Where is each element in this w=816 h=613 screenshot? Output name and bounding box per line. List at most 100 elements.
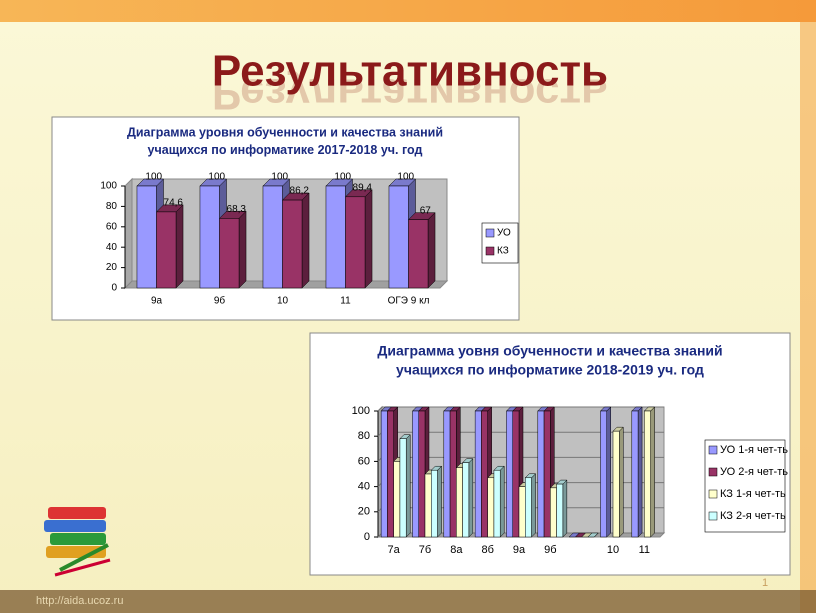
bar-side: [650, 406, 655, 538]
bar: [408, 219, 429, 289]
y-tick-label: 40: [106, 242, 118, 253]
legend-swatch: [485, 246, 495, 256]
x-tick-label: 8а: [450, 544, 463, 556]
bar: [282, 199, 303, 289]
x-tick-label: 11: [340, 296, 351, 307]
bar-side: [606, 406, 611, 538]
bar: [387, 410, 394, 538]
data-label: 68,3: [227, 204, 247, 215]
bar-side: [175, 204, 184, 289]
bar-side: [238, 210, 247, 289]
legend-label: УО: [497, 228, 511, 239]
legend-label: УО 2-я чет-ть: [720, 466, 788, 478]
bar: [493, 469, 501, 538]
data-label: 100: [208, 172, 225, 183]
bar-side: [437, 465, 442, 538]
bar: [506, 410, 513, 538]
x-tick-label: 9б: [544, 544, 556, 556]
bar-top: [587, 532, 599, 538]
bar: [474, 410, 482, 538]
bottom-band: [0, 590, 816, 613]
x-tick-label: 8б: [481, 544, 493, 556]
grid-line: [377, 406, 664, 412]
bar-side: [468, 458, 474, 538]
x-tick-label: 11: [639, 544, 650, 556]
y-tick-label: 20: [106, 262, 118, 273]
bar: [418, 410, 426, 538]
y-tick-label: 100: [352, 405, 370, 417]
data-label: 100: [397, 172, 414, 183]
y-tick-label: 20: [358, 506, 370, 518]
books-icon: [44, 507, 111, 577]
bar: [550, 487, 557, 538]
legend-label: УО 1-я чет-ть: [720, 444, 788, 456]
x-tick-label: 7а: [388, 544, 401, 556]
legend-swatch: [485, 228, 495, 238]
bar: [443, 410, 451, 538]
data-label: 89,4: [353, 182, 373, 193]
bar: [219, 218, 240, 289]
bar: [537, 410, 545, 538]
legend-label: КЗ 1-я чет-ть: [720, 488, 786, 500]
bar: [612, 430, 620, 538]
bar: [345, 196, 366, 289]
x-tick-label: 10: [607, 544, 619, 556]
y-tick-label: 60: [106, 221, 118, 232]
data-label: 67: [420, 205, 432, 216]
y-tick-label: 80: [358, 430, 370, 442]
bar: [631, 410, 639, 538]
chart-title: учащихся по информатике 2018-2019 уч. го…: [396, 362, 704, 378]
legend-swatch: [708, 511, 718, 521]
bar: [380, 410, 388, 538]
x-tick-label: 10: [277, 296, 289, 307]
bar: [556, 483, 564, 538]
y-tick-label: 0: [364, 531, 370, 543]
data-label: 100: [334, 172, 351, 183]
legend-swatch: [708, 445, 718, 455]
legend-box: [704, 439, 786, 533]
bar: [449, 410, 457, 538]
bar-side: [427, 212, 436, 289]
bar: [644, 410, 651, 538]
bar: [136, 185, 157, 289]
data-label: 86,2: [290, 186, 310, 197]
bar: [600, 410, 607, 538]
bar-side: [364, 189, 373, 289]
bar: [487, 477, 495, 538]
bar: [388, 185, 409, 289]
bar: [525, 477, 532, 538]
x-tick-label: 9а: [151, 296, 163, 307]
top-band: [0, 0, 816, 22]
bar-side: [619, 426, 624, 538]
data-label: 100: [271, 172, 288, 183]
bar: [543, 410, 551, 538]
legend-swatch: [708, 467, 718, 477]
chart-title: Диаграмма уровня обученности и качества …: [127, 125, 443, 139]
x-tick-label: ОГЭ 9 кл: [388, 296, 430, 307]
legend-swatch: [708, 489, 718, 499]
bar: [156, 211, 177, 289]
bar: [399, 438, 407, 538]
title-reflection: Результативность: [212, 69, 608, 118]
legend-label: КЗ 2-я чет-ть: [720, 510, 786, 522]
bar: [393, 461, 401, 538]
bar-side: [405, 434, 411, 538]
x-tick-label: 9б: [214, 295, 226, 307]
y-tick-label: 100: [100, 181, 117, 192]
bar: [431, 469, 438, 538]
bar-side: [562, 479, 568, 538]
bar-side: [301, 192, 310, 289]
bar-side: [531, 473, 536, 538]
bar: [462, 462, 470, 538]
data-label: 100: [145, 172, 162, 183]
bar: [518, 486, 526, 538]
side-band: [800, 22, 816, 613]
bar: [325, 185, 346, 289]
chart-title: учащихся по информатике 2017-2018 уч. го…: [148, 143, 423, 157]
bar: [412, 410, 419, 538]
bar: [424, 473, 432, 538]
y-tick-label: 40: [358, 481, 370, 493]
footer-url: http://aida.ucoz.ru: [36, 595, 123, 607]
plot-sidewall: [124, 177, 133, 290]
